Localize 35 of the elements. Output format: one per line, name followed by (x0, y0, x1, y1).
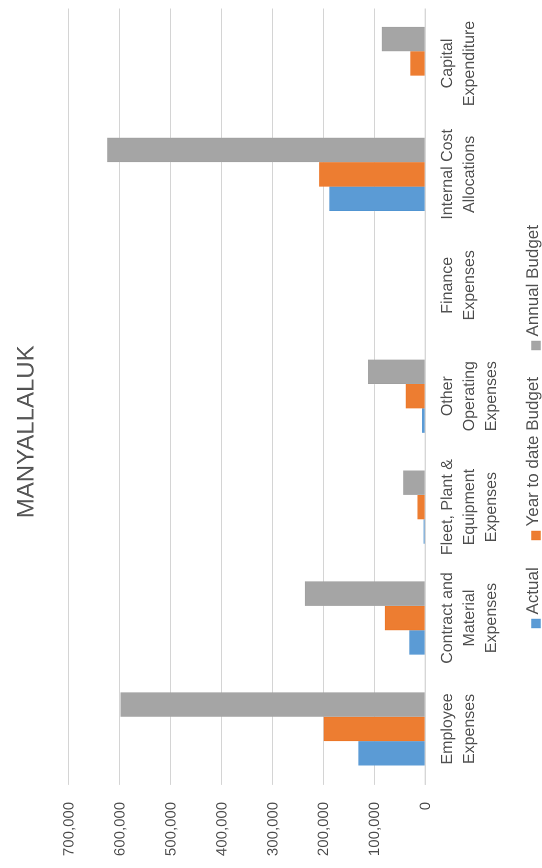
bar (410, 51, 425, 76)
x-tick-label: 300,000 (264, 802, 282, 856)
y-tick-label: Internal Cost Allocations (439, 128, 478, 220)
bar (120, 692, 425, 717)
bar (409, 630, 425, 655)
bar (319, 162, 425, 187)
x-tick-label: 0 (417, 802, 434, 810)
y-tick-label: Contract and Material Expenses (439, 572, 500, 664)
x-tick-label: 200,000 (315, 802, 332, 856)
x-tick-label: 400,000 (213, 802, 230, 856)
bar (403, 470, 425, 495)
x-tick-label: 100,000 (366, 802, 384, 856)
text: Actual (522, 567, 542, 614)
text: Year to date Budget (522, 376, 542, 526)
x-tick-label: 500,000 (162, 802, 180, 856)
bar (358, 741, 425, 766)
bar (304, 581, 425, 606)
x-tick-label: 700,000 (60, 802, 78, 856)
y-tick-label: Employee Expenses (439, 693, 478, 764)
bar (382, 26, 425, 52)
bar (324, 716, 425, 742)
y-tick-label: Finance Expenses (439, 250, 478, 320)
bar (329, 186, 425, 211)
x-tick-label: 600,000 (111, 802, 128, 856)
bar (406, 384, 425, 408)
bar (384, 606, 425, 630)
text: Annual Budget (522, 224, 542, 336)
y-tick-label: Fleet, Plant & Equipment Expenses (439, 458, 500, 556)
bar (422, 408, 425, 433)
y-tick-label: Other Operating Expenses (439, 361, 500, 432)
text: MANYALLALUK (12, 345, 40, 518)
bar (107, 138, 425, 162)
bar (368, 360, 425, 384)
bar (417, 494, 425, 520)
y-tick-label: Capital Expenditure (439, 20, 478, 106)
